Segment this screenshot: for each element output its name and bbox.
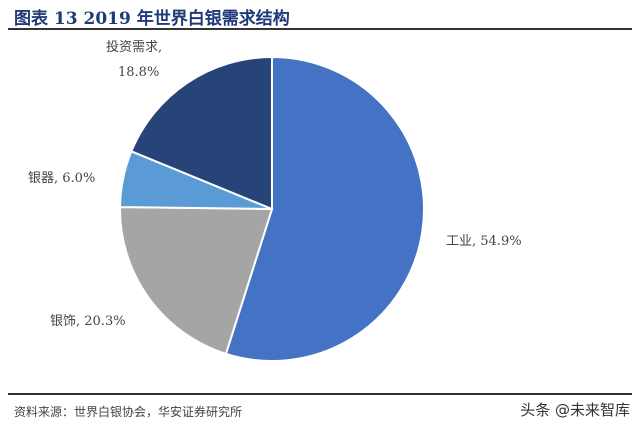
label-investment-line2: 18.8% — [118, 65, 159, 80]
title-divider — [8, 28, 632, 30]
label-industry: 工业, 54.9% — [446, 234, 522, 249]
label-jewelry: 银饰, 20.3% — [50, 314, 126, 329]
source-note: 资料来源：世界白银协会，华安证券研究所 — [14, 405, 243, 419]
slice-investment — [130, 55, 273, 211]
chart-title: 图表 13 2019 年世界白银需求结构 — [14, 9, 290, 29]
source-divider — [8, 393, 632, 395]
label-silverware: 银器, 6.0% — [28, 171, 95, 186]
watermark: 头条 @未来智库 — [520, 401, 630, 419]
slice-industry — [224, 55, 425, 362]
slice-jewelry — [119, 206, 274, 356]
label-investment-line1: 投资需求, — [106, 39, 162, 55]
